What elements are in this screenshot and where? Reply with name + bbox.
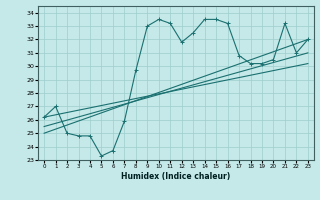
X-axis label: Humidex (Indice chaleur): Humidex (Indice chaleur) [121,172,231,181]
